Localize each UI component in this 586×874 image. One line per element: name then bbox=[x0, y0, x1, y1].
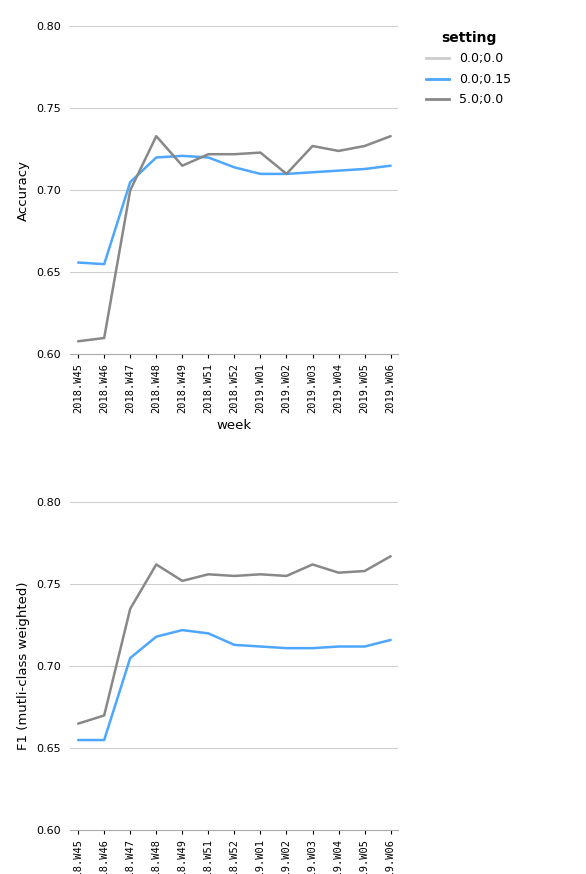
Y-axis label: F1 (mutli-class weighted): F1 (mutli-class weighted) bbox=[18, 582, 30, 751]
X-axis label: week: week bbox=[217, 419, 252, 432]
Y-axis label: Accuracy: Accuracy bbox=[18, 160, 30, 221]
Legend: 0.0;0.0, 0.0;0.15, 5.0;0.0: 0.0;0.0, 0.0;0.15, 5.0;0.0 bbox=[421, 26, 516, 111]
